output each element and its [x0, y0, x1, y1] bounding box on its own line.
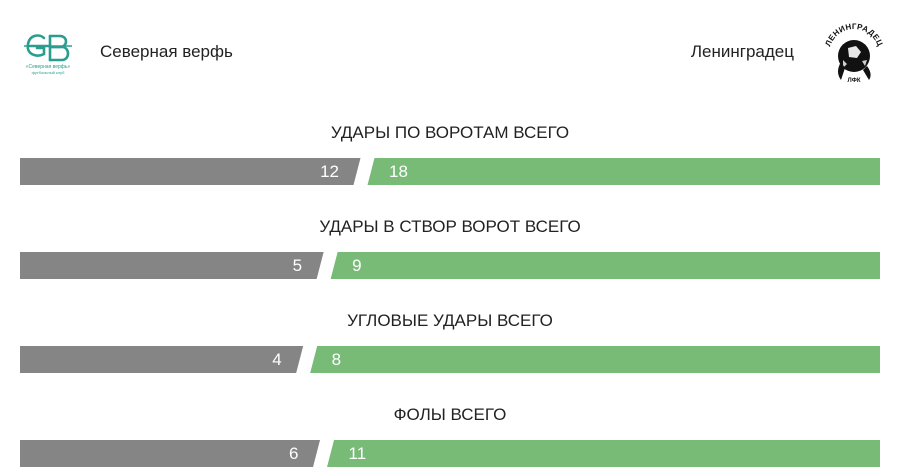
away-value: 9 — [352, 256, 362, 275]
home-logo-text-1: «Северная верфь» — [26, 64, 71, 70]
home-team[interactable]: «Северная верфь» футбольный клуб Северна… — [20, 24, 233, 80]
home-value: 12 — [320, 162, 339, 181]
away-logo-sub-text: ЛФК — [848, 78, 861, 84]
match-header: «Северная верфь» футбольный клуб Северна… — [0, 0, 907, 100]
home-bar — [20, 158, 361, 185]
stat-bar: 12 18 — [20, 158, 880, 185]
away-bar — [310, 346, 881, 373]
away-team[interactable]: Ленинградец ЛЕНИНГРАДЕЦ ЛФК — [691, 20, 887, 84]
stat-title: ФОЛЫ ВСЕГО — [393, 405, 507, 424]
away-value: 8 — [331, 350, 342, 369]
away-value: 18 — [389, 162, 408, 181]
home-value: 4 — [272, 350, 282, 369]
stat-title: УДАРЫ ПО ВОРОТАМ ВСЕГО — [330, 123, 570, 142]
stat-title: УГЛОВЫЕ УДАРЫ ВСЕГО — [347, 311, 553, 330]
away-team-name[interactable]: Ленинградец — [690, 42, 794, 61]
home-team-name[interactable]: Северная верфь — [100, 42, 233, 61]
home-team-logo-icon: «Северная верфь» футбольный клуб — [24, 34, 72, 75]
home-bar — [20, 252, 324, 279]
home-logo-text-2: футбольный клуб — [32, 70, 66, 75]
stat-row: УДАРЫ ПО ВОРОТАМ ВСЕГО 12 18 — [20, 122, 880, 185]
away-bar — [327, 440, 880, 467]
away-bar — [330, 252, 881, 279]
away-team-logo-icon: ЛЕНИНГРАДЕЦ ЛФК — [823, 22, 884, 84]
home-bar — [20, 440, 321, 467]
home-value: 5 — [292, 256, 303, 275]
stat-row: УГЛОВЫЕ УДАРЫ ВСЕГО 4 8 — [20, 310, 881, 373]
stat-title: УДАРЫ В СТВОР ВОРОТ ВСЕГО — [319, 217, 581, 236]
home-bar — [20, 346, 304, 373]
stat-row: УДАРЫ В СТВОР ВОРОТ ВСЕГО 5 9 — [20, 216, 881, 279]
away-bar — [367, 158, 880, 185]
stat-bar: 6 11 — [20, 440, 880, 467]
home-value: 6 — [289, 444, 299, 463]
stat-row: ФОЛЫ ВСЕГО 6 11 — [20, 404, 880, 467]
away-value: 11 — [348, 444, 367, 463]
